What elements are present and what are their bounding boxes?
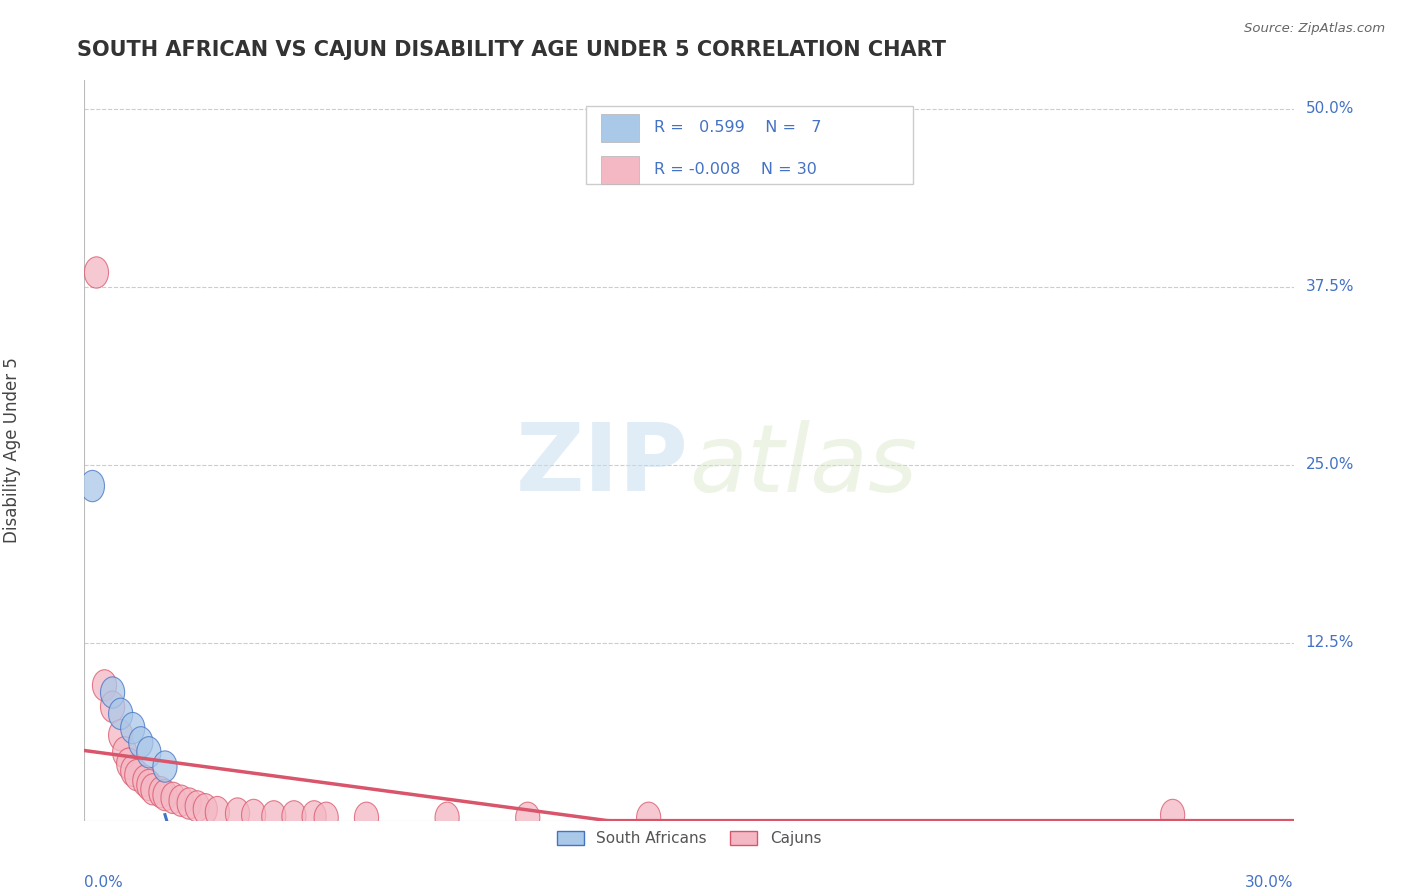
Ellipse shape (80, 470, 104, 501)
Ellipse shape (153, 751, 177, 782)
Ellipse shape (281, 801, 307, 832)
Text: ZIP: ZIP (516, 419, 689, 511)
Ellipse shape (354, 802, 378, 833)
Ellipse shape (177, 788, 201, 819)
Ellipse shape (302, 801, 326, 832)
Ellipse shape (225, 797, 250, 830)
Ellipse shape (125, 759, 149, 790)
Ellipse shape (205, 797, 229, 828)
Ellipse shape (100, 691, 125, 723)
Text: R = -0.008    N = 30: R = -0.008 N = 30 (654, 162, 817, 178)
Ellipse shape (1160, 799, 1185, 830)
Ellipse shape (160, 782, 186, 814)
Text: Source: ZipAtlas.com: Source: ZipAtlas.com (1244, 22, 1385, 36)
Ellipse shape (121, 756, 145, 787)
Ellipse shape (141, 773, 165, 805)
Ellipse shape (112, 737, 136, 768)
Text: 37.5%: 37.5% (1306, 279, 1354, 294)
Ellipse shape (132, 765, 157, 797)
Ellipse shape (637, 802, 661, 833)
Text: 0.0%: 0.0% (84, 875, 124, 889)
Text: R =   0.599    N =   7: R = 0.599 N = 7 (654, 120, 821, 136)
Text: atlas: atlas (689, 420, 917, 511)
Ellipse shape (193, 794, 218, 825)
Ellipse shape (108, 698, 132, 730)
FancyBboxPatch shape (600, 156, 640, 184)
Ellipse shape (136, 737, 160, 768)
Text: 50.0%: 50.0% (1306, 102, 1354, 116)
Ellipse shape (314, 802, 339, 833)
Ellipse shape (186, 790, 209, 822)
Ellipse shape (117, 748, 141, 780)
Ellipse shape (84, 257, 108, 288)
FancyBboxPatch shape (586, 106, 912, 184)
Ellipse shape (149, 777, 173, 808)
Text: 12.5%: 12.5% (1306, 635, 1354, 650)
Ellipse shape (242, 799, 266, 830)
Ellipse shape (93, 670, 117, 701)
Ellipse shape (434, 802, 460, 833)
Legend: South Africans, Cajuns: South Africans, Cajuns (550, 823, 828, 854)
Ellipse shape (129, 727, 153, 758)
Ellipse shape (108, 720, 132, 751)
Ellipse shape (100, 677, 125, 708)
Ellipse shape (516, 802, 540, 833)
Ellipse shape (136, 770, 160, 801)
Text: SOUTH AFRICAN VS CAJUN DISABILITY AGE UNDER 5 CORRELATION CHART: SOUTH AFRICAN VS CAJUN DISABILITY AGE UN… (77, 40, 946, 60)
Text: Disability Age Under 5: Disability Age Under 5 (3, 358, 21, 543)
Ellipse shape (121, 713, 145, 744)
Text: 30.0%: 30.0% (1246, 875, 1294, 889)
Ellipse shape (169, 785, 193, 816)
FancyBboxPatch shape (600, 114, 640, 142)
Ellipse shape (153, 780, 177, 811)
Text: 25.0%: 25.0% (1306, 458, 1354, 472)
Ellipse shape (262, 801, 285, 832)
